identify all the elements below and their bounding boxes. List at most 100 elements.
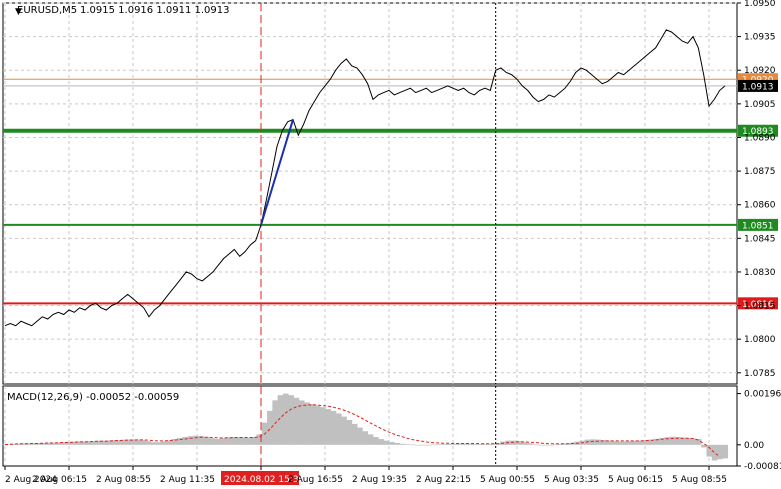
macd-bar	[277, 395, 284, 445]
macd-bar	[330, 410, 337, 445]
macd-bar	[55, 442, 61, 445]
macd-bar	[367, 434, 374, 445]
macd-bar	[521, 442, 527, 445]
macd-bar	[219, 438, 226, 445]
highlighted-move-line	[260, 119, 294, 226]
macd-bar	[510, 440, 517, 445]
macd-bar	[452, 443, 459, 445]
macd-bar	[256, 434, 263, 445]
macd-bar	[537, 444, 543, 446]
macd-bar	[410, 444, 416, 446]
macd-bar	[685, 438, 691, 445]
y-tick-label: 1.0800	[744, 335, 776, 345]
macd-bar	[653, 438, 660, 445]
macd-bar	[108, 440, 114, 445]
macd-bar	[346, 419, 353, 445]
macd-bar	[436, 444, 443, 445]
x-tick-label: 2 Aug 11:35	[160, 475, 215, 485]
macd-bar	[547, 444, 554, 446]
macd-bar	[420, 444, 427, 446]
macd-bar	[140, 440, 146, 445]
macd-bar	[706, 444, 713, 457]
macd-bar	[637, 440, 644, 445]
macd-bar	[161, 441, 167, 445]
macd-bar	[245, 437, 252, 445]
macd-bar	[441, 444, 448, 445]
macd-bar	[664, 437, 670, 445]
macd-bar	[478, 444, 485, 445]
macd-bar	[145, 441, 151, 445]
x-tick-label: 2 Aug 22:15	[416, 475, 471, 485]
y-tick-label: 1.0830	[744, 268, 776, 278]
macd-bar	[462, 443, 469, 445]
macd-bar	[674, 436, 681, 445]
x-tick-label: 2 Aug 16:55	[288, 475, 343, 485]
y-tick-label: 1.0935	[744, 33, 776, 43]
macd-bar	[71, 441, 77, 445]
macd-bar	[611, 441, 617, 445]
macd-bar	[87, 441, 93, 445]
macd-bar	[680, 437, 686, 445]
macd-bar	[632, 440, 639, 445]
macd-histogram	[2, 393, 729, 461]
chart-ohlc: 1.0915 1.0916 1.0911 1.0913	[80, 5, 230, 16]
x-tick-label: 5 Aug 00:55	[480, 475, 535, 485]
macd-bar	[240, 437, 247, 445]
macd-bar	[208, 438, 215, 445]
macd-bar	[230, 436, 236, 445]
macd-bar	[388, 441, 395, 445]
macd-bar	[489, 444, 496, 445]
x-tick-highlight	[221, 471, 299, 485]
macd-bar	[171, 439, 178, 445]
macd-bar	[542, 444, 549, 446]
macd-bar	[166, 440, 173, 445]
price-line	[4, 29, 726, 327]
chart-title-arrow[interactable]: ▼	[15, 7, 22, 17]
macd-bar	[81, 441, 88, 445]
macd-bar	[526, 443, 533, 445]
macd-bar	[357, 427, 363, 445]
y-tick-label: 1.0860	[744, 201, 776, 211]
macd-bar	[309, 404, 316, 445]
x-tick-label: 2 Aug 08:55	[96, 475, 151, 485]
y-tick-label: 1.0890	[744, 133, 776, 143]
macd-bar	[214, 439, 220, 445]
macd-bar	[39, 442, 46, 445]
macd-bar	[187, 436, 194, 445]
macd-bar	[129, 439, 136, 445]
macd-bar	[695, 439, 702, 445]
macd-chart-frame	[2, 385, 738, 467]
macd-bar	[415, 444, 421, 446]
macd-bar	[267, 410, 273, 445]
macd-bar	[293, 397, 300, 445]
y-tick-label: 1.0875	[744, 167, 776, 177]
y-tick-label: 1.0815	[744, 302, 776, 312]
macd-bar	[60, 442, 67, 445]
macd-title: MACD(12,26,9) -0.00052 -0.00059	[7, 392, 179, 403]
macd-bar	[552, 444, 559, 446]
macd-bar	[224, 437, 231, 445]
x-tick-label: 2 Aug 06:15	[32, 475, 87, 485]
macd-bar	[627, 441, 633, 445]
macd-bar	[399, 443, 406, 445]
price-level-tag	[738, 79, 778, 92]
macd-bar	[558, 444, 564, 445]
x-tick-label: 2 Aug 19:35	[352, 475, 407, 485]
macd-bar	[335, 413, 342, 445]
macd-bar	[235, 437, 241, 445]
macd-bar	[616, 441, 623, 445]
vertical-markers	[260, 3, 497, 466]
y-tick-label: 1.0950	[744, 0, 776, 9]
x-tick-label: 5 Aug 03:35	[544, 475, 599, 485]
macd-bar	[65, 441, 72, 445]
x-tick-label: 2024.08.02 15:30	[224, 475, 305, 485]
macd-bar	[203, 436, 210, 445]
y-tick-label: 1.0845	[744, 234, 776, 244]
macd-bar	[590, 439, 596, 445]
x-tick-label: 2 Aug 2024	[5, 475, 57, 485]
macd-signal-line	[4, 404, 720, 458]
macd-bar	[372, 436, 379, 445]
macd-bar	[690, 438, 697, 445]
macd-bar	[320, 407, 326, 445]
